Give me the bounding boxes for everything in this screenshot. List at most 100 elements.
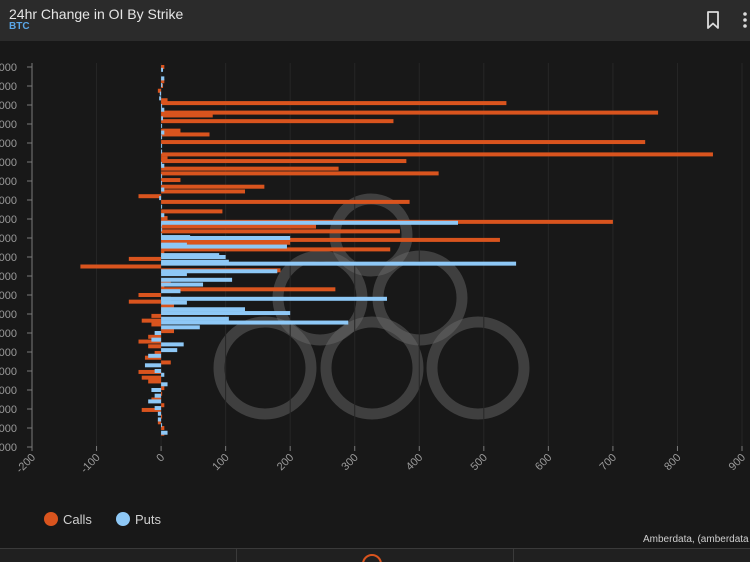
calls-bar[interactable] [141,375,162,380]
calls-bar[interactable] [161,403,165,408]
calls-bar[interactable] [154,350,162,355]
puts-bar[interactable] [161,261,517,266]
calls-bar[interactable] [151,322,162,327]
puts-bar[interactable] [161,282,204,287]
puts-bar[interactable] [161,220,458,225]
data-credit[interactable]: Amberdata, (amberdata [643,534,749,545]
more-options-icon[interactable] [735,10,750,30]
calls-bar[interactable] [161,178,181,183]
calls-bar[interactable] [161,119,394,124]
legend-item-calls[interactable]: Calls [44,510,92,528]
calls-bar[interactable] [161,426,165,430]
puts-bar[interactable] [161,325,200,330]
calls-bar[interactable] [161,216,168,221]
puts-bar[interactable] [161,149,163,154]
calls-bar[interactable] [161,79,165,84]
puts-bar[interactable] [161,163,165,168]
puts-bar[interactable] [161,187,165,192]
calls-bar[interactable] [138,339,162,344]
calls-bar[interactable] [161,414,163,419]
puts-bar[interactable] [161,116,164,121]
calls-bar[interactable] [141,318,162,323]
puts-bar[interactable] [161,67,164,72]
calls-bar[interactable] [161,247,391,252]
calls-bar[interactable] [161,250,165,255]
ring-icon[interactable] [362,554,382,562]
puts-bar[interactable] [144,363,162,368]
calls-bar[interactable] [161,386,165,391]
calls-bar[interactable] [161,329,174,334]
calls-bar[interactable] [161,304,174,309]
puts-bar[interactable] [154,406,162,411]
calls-bar[interactable] [161,132,210,137]
puts-bar[interactable] [161,348,178,353]
puts-bar[interactable] [151,388,162,392]
puts-bar[interactable] [161,423,163,428]
calls-bar[interactable] [161,140,646,145]
puts-bar[interactable] [161,213,165,218]
puts-bar[interactable] [161,296,387,301]
calls-bar[interactable] [138,194,162,199]
calls-bar[interactable] [148,334,162,339]
calls-bar[interactable] [161,360,171,365]
puts-bar[interactable] [161,107,165,112]
calls-bar[interactable] [161,287,336,292]
calls-bar[interactable] [157,420,162,425]
calls-bar[interactable] [148,379,162,384]
calls-bar[interactable] [128,256,162,261]
calls-bar[interactable] [161,166,339,171]
calls-bar[interactable] [151,313,162,318]
bookmark-icon[interactable] [704,10,722,30]
puts-bar[interactable] [161,135,163,140]
calls-bar[interactable] [161,65,165,69]
calls-bar[interactable] [157,88,162,93]
calls-bar[interactable] [161,391,163,396]
puts-bar[interactable] [161,244,287,249]
puts-bar[interactable] [159,91,162,96]
calls-bar[interactable] [161,110,659,115]
puts-bar[interactable] [161,372,165,377]
calls-bar[interactable] [161,199,410,204]
calls-bar[interactable] [138,293,162,297]
puts-bar[interactable] [161,316,229,321]
puts-bar[interactable] [157,411,162,416]
calls-bar[interactable] [161,184,265,189]
puts-bar[interactable] [154,393,162,398]
puts-bar[interactable] [161,83,163,88]
puts-bar[interactable] [161,123,163,128]
puts-bar[interactable] [161,236,291,240]
calls-bar[interactable] [161,209,223,214]
puts-bar[interactable] [151,337,162,342]
puts-bar[interactable] [161,255,226,259]
puts-bar[interactable] [161,320,349,325]
calls-bar[interactable] [161,240,291,245]
calls-bar[interactable] [161,171,439,176]
puts-bar[interactable] [148,399,162,404]
calls-bar[interactable] [128,299,162,304]
puts-bar[interactable] [148,353,162,358]
puts-bar[interactable] [161,269,278,274]
calls-bar[interactable] [161,156,168,161]
puts-bar[interactable] [161,227,163,232]
puts-bar[interactable] [157,417,162,422]
calls-bar[interactable] [161,152,713,157]
puts-bar[interactable] [161,300,187,305]
calls-bar[interactable] [161,237,500,242]
puts-bar[interactable] [161,382,168,387]
puts-bar[interactable] [161,130,165,135]
puts-bar[interactable] [159,196,162,201]
calls-bar[interactable] [161,159,407,164]
puts-bar[interactable] [161,430,168,435]
calls-bar[interactable] [161,224,316,229]
calls-bar[interactable] [148,344,162,349]
puts-bar[interactable] [154,331,162,335]
puts-bar[interactable] [161,174,163,179]
legend-item-puts[interactable]: Puts [116,510,161,528]
puts-bar[interactable] [159,96,162,101]
puts-bar[interactable] [161,307,245,312]
calls-bar[interactable] [141,407,162,412]
puts-bar[interactable] [161,311,291,316]
puts-bar[interactable] [161,76,165,81]
calls-bar[interactable] [161,128,181,133]
calls-bar[interactable] [80,264,162,269]
